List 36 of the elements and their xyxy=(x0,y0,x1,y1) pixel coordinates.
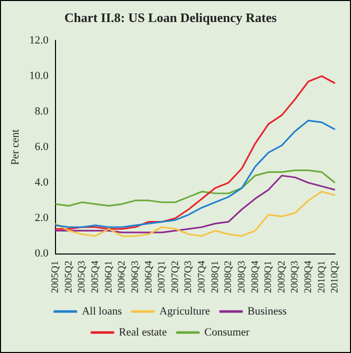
x-tick-label: 2006Q1 xyxy=(103,260,114,294)
x-tick-label: 2005Q1 xyxy=(50,260,62,294)
legend-label: Business xyxy=(248,305,287,318)
legend-label: All loans xyxy=(82,305,122,318)
x-tick-label: 2006Q3 xyxy=(130,260,141,294)
x-tick-label: 2006Q2 xyxy=(116,260,128,294)
chart-title: Chart II.8: US Loan Deliquency Rates xyxy=(64,10,277,26)
y-axis-title: Per cent xyxy=(9,129,22,166)
x-tick-label: 2008Q1 xyxy=(210,260,221,294)
legend-label: Real estate xyxy=(118,326,167,338)
y-tick-label: 4.0 xyxy=(34,176,49,189)
y-tick-label: 10.0 xyxy=(29,70,49,82)
x-tick-label: 2005Q4 xyxy=(90,260,102,294)
y-tick-label: 12.0 xyxy=(29,34,49,46)
y-tick-label: 2.0 xyxy=(34,212,49,224)
x-tick-label: 2010Q2 xyxy=(330,260,341,294)
x-tick-label: 2008Q3 xyxy=(236,260,248,294)
x-tick-label: 2006Q4 xyxy=(143,260,154,294)
x-tick-label: 2010Q1 xyxy=(316,260,328,294)
y-tick-label: 0.0 xyxy=(34,248,49,260)
y-tick-label: 6.0 xyxy=(34,141,49,154)
x-tick-label: 2008Q4 xyxy=(250,260,261,294)
x-tick-label: 2009Q1 xyxy=(263,260,274,294)
x-tick-label: 2009Q2 xyxy=(276,260,288,294)
x-tick-label: 2007Q1 xyxy=(156,260,168,294)
x-tick-label: 2007Q2 xyxy=(170,260,181,294)
x-tick-label: 2008Q2 xyxy=(223,260,234,294)
legend-label: Agriculture xyxy=(159,305,210,318)
x-tick-label: 2005Q2 xyxy=(63,260,74,294)
x-tick-label: 2009Q3 xyxy=(290,260,301,294)
x-tick-label: 2009Q4 xyxy=(303,260,314,294)
x-tick-label: 2007Q4 xyxy=(196,260,208,294)
x-tick-label: 2007Q3 xyxy=(183,260,194,294)
legend-label: Consumer xyxy=(204,326,250,338)
x-tick-label: 2005Q3 xyxy=(76,260,88,294)
y-tick-label: 8.0 xyxy=(34,106,49,118)
